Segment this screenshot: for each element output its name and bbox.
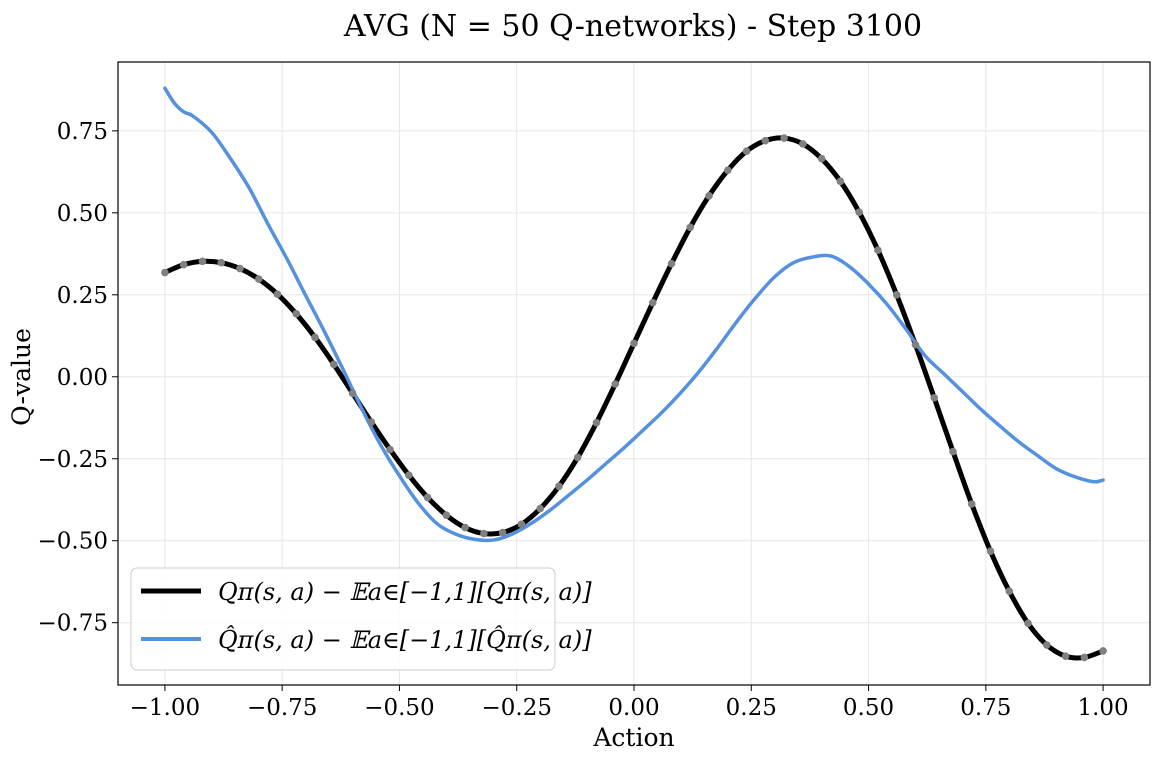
- series-1-point: [254, 275, 263, 283]
- series-1-point: [1005, 587, 1014, 596]
- x-tick-label: −0.75: [247, 695, 317, 721]
- series-1-point: [611, 380, 620, 388]
- series-1-point: [761, 136, 770, 145]
- series-1-point: [1080, 653, 1089, 662]
- y-tick-label: −0.25: [38, 447, 108, 473]
- series-1-point: [217, 258, 225, 267]
- x-tick-label: −0.25: [481, 695, 551, 721]
- y-tick-label: 0.00: [57, 365, 108, 391]
- series-1-point: [442, 511, 451, 519]
- series-1-point: [630, 339, 638, 348]
- y-tick-label: 0.50: [57, 201, 108, 227]
- series-1-point: [292, 310, 301, 318]
- series-1-point: [329, 360, 338, 369]
- legend-label-series-2: Q̂π(s, a) − 𝔼a∈[−1,1][Q̂π(s, a)]: [218, 626, 592, 654]
- series-1-point: [405, 471, 413, 479]
- x-tick-label: 0.00: [608, 695, 659, 721]
- series-1-point: [536, 504, 544, 513]
- x-tick-label: 0.50: [843, 695, 894, 721]
- x-tick-label: 0.25: [726, 695, 777, 721]
- y-tick-label: −0.75: [38, 611, 108, 637]
- x-tick-label: −1.00: [130, 695, 200, 721]
- series-1-point: [967, 500, 976, 508]
- x-tick-label: −0.50: [364, 695, 434, 721]
- series-1-point: [517, 520, 526, 529]
- series-1-point: [930, 393, 939, 402]
- series-1-point: [348, 389, 357, 397]
- legend: Qπ(s, a) − 𝔼a∈[−1,1][Qπ(s, a)] Q̂π(s, a)…: [130, 567, 592, 671]
- y-axis-label: Q-value: [7, 328, 36, 426]
- series-1-point: [161, 268, 169, 277]
- grid-lines: [118, 62, 1150, 685]
- series-1-point: [836, 177, 845, 186]
- series-1-point: [1061, 652, 1070, 660]
- series-1-point: [1099, 647, 1107, 655]
- legend-label-series-1: Qπ(s, a) − 𝔼a∈[−1,1][Qπ(s, a)]: [218, 578, 592, 606]
- series-1-point: [386, 445, 394, 454]
- series-1-point: [498, 528, 507, 537]
- series-1-point: [480, 529, 488, 538]
- series-1-point: [1043, 641, 1051, 649]
- x-tick-label: 1.00: [1077, 695, 1128, 721]
- series-1-point: [1024, 619, 1032, 628]
- chart-title: AVG (N = 50 Q-networks) - Step 3100: [343, 9, 922, 44]
- series-1-point: [986, 547, 995, 556]
- series-1-point: [423, 493, 432, 502]
- y-tick-label: −0.50: [38, 529, 108, 555]
- series-layer: [161, 86, 1107, 662]
- series-1-point: [686, 223, 695, 232]
- legend-box: [130, 567, 556, 671]
- series-1-point: [705, 191, 713, 200]
- series-1-point: [892, 291, 901, 299]
- series-1-point: [648, 298, 657, 307]
- series-1-point: [461, 523, 469, 532]
- series-1-point: [855, 208, 863, 216]
- series-1-point: [198, 257, 207, 266]
- series-1-point: [799, 140, 807, 148]
- y-axis-ticks: 0.75 0.50 0.25 0.00 −0.25 −0.50 −0.75: [38, 119, 118, 637]
- series-1-point: [236, 264, 244, 273]
- series-1-point: [179, 260, 188, 269]
- series-1-point: [573, 453, 582, 462]
- x-axis-label: Action: [592, 723, 674, 752]
- series-1-point: [949, 447, 957, 456]
- series-1-point: [874, 246, 882, 255]
- series-1-point: [724, 166, 732, 175]
- series-1-point: [273, 290, 282, 298]
- series-1-point: [911, 340, 920, 349]
- series-2-line: [163, 86, 1105, 543]
- series-1-point: [592, 418, 601, 427]
- x-tick-label: 0.75: [960, 695, 1011, 721]
- y-tick-label: 0.75: [57, 119, 108, 145]
- series-1-point: [555, 482, 563, 491]
- y-tick-label: 0.25: [57, 283, 108, 309]
- series-1-point: [667, 259, 676, 268]
- series-1-point: [817, 154, 826, 163]
- series-1-point: [367, 418, 376, 426]
- series-1-point: [742, 147, 751, 155]
- series-1-point: [780, 134, 788, 142]
- series-1-point: [311, 333, 319, 342]
- x-axis-ticks: −1.00 −0.75 −0.50 −0.25 0.00 0.25 0.50 0.75 1.00: [130, 685, 1129, 721]
